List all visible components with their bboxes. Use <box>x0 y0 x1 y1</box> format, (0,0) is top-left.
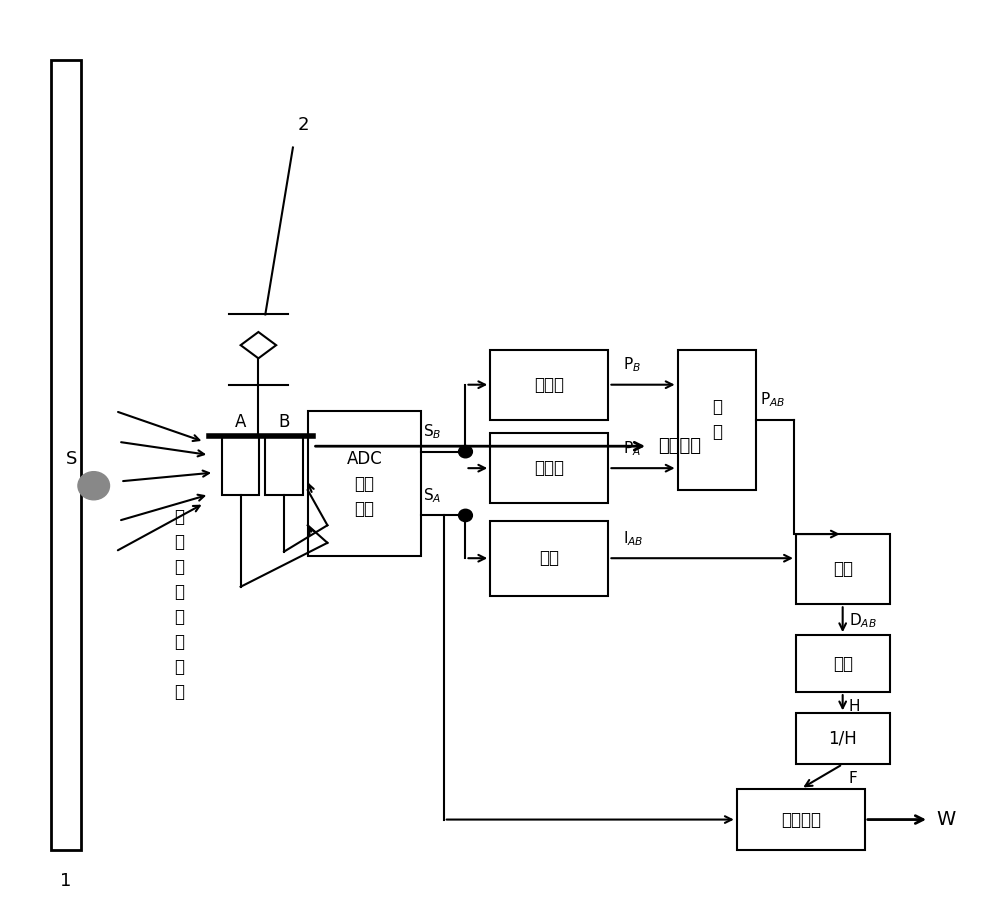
Text: 1: 1 <box>60 872 72 890</box>
Polygon shape <box>241 332 276 358</box>
Bar <box>737 788 865 850</box>
Text: W: W <box>936 810 955 829</box>
Bar <box>222 437 259 494</box>
Circle shape <box>78 472 110 500</box>
Text: F: F <box>849 771 857 787</box>
Bar <box>51 59 81 850</box>
Text: I$_{AB}$: I$_{AB}$ <box>623 529 644 548</box>
Text: P$_A$: P$_A$ <box>623 439 641 457</box>
Text: P$_B$: P$_B$ <box>623 356 641 374</box>
Text: 相减: 相减 <box>833 560 853 578</box>
Text: B: B <box>278 412 290 430</box>
Bar <box>796 534 890 604</box>
Bar <box>265 437 303 494</box>
Text: S: S <box>66 450 77 468</box>
Text: 指定方向: 指定方向 <box>658 437 701 455</box>
Text: P$_{AB}$: P$_{AB}$ <box>760 391 786 410</box>
Circle shape <box>459 509 472 522</box>
Text: A: A <box>235 412 246 430</box>
Bar <box>490 349 608 419</box>
Text: 1/H: 1/H <box>828 730 857 748</box>
Bar <box>678 349 756 490</box>
Bar <box>796 635 890 692</box>
Text: H: H <box>849 699 860 715</box>
Bar <box>490 433 608 503</box>
Text: 平
均: 平 均 <box>712 399 722 441</box>
Text: ADC
模数
转换: ADC 模数 转换 <box>347 449 382 518</box>
Text: 各
部
位
发
出
的
声
音: 各 部 位 发 出 的 声 音 <box>175 508 185 701</box>
Bar <box>796 714 890 764</box>
Bar <box>490 521 608 596</box>
Circle shape <box>459 446 472 458</box>
Text: 谱分析: 谱分析 <box>534 375 564 393</box>
Text: S$_B$: S$_B$ <box>423 422 442 441</box>
Text: 2: 2 <box>298 116 309 134</box>
Text: S$_A$: S$_A$ <box>423 486 441 505</box>
Text: 卷积计算: 卷积计算 <box>781 811 821 829</box>
Text: 谱分析: 谱分析 <box>534 459 564 477</box>
Text: 转换: 转换 <box>833 654 853 672</box>
Text: D$_{AB}$: D$_{AB}$ <box>849 611 876 630</box>
Bar <box>308 411 421 556</box>
Text: 声强: 声强 <box>539 549 559 567</box>
